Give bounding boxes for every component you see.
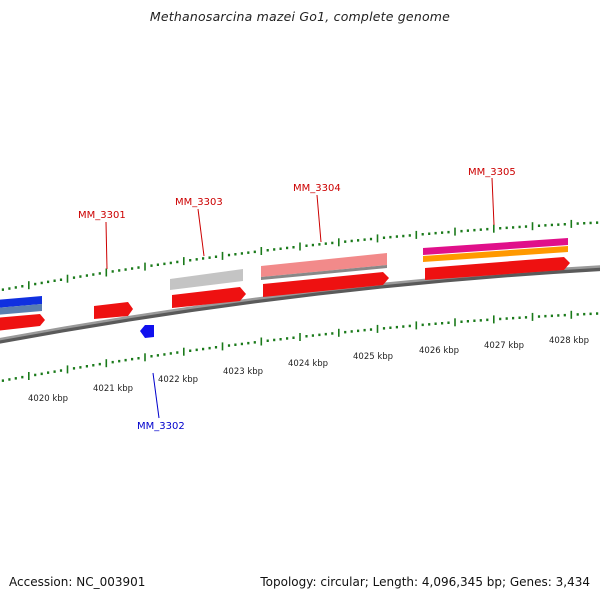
tick-label: 4020 kbp [28, 394, 68, 404]
gene-label-leaders [105, 177, 495, 419]
cds-mm-3305[interactable] [425, 257, 570, 280]
tick-label: 4024 kbp [288, 359, 328, 369]
genome-backbone-shadow [0, 266, 600, 344]
map-title: Methanosarcina mazei Go1, complete genom… [149, 9, 451, 24]
tick-label: 4028 kbp [549, 336, 589, 346]
accession-text: Accession: NC_003901 [9, 575, 146, 589]
feature-slate-bar[interactable] [0, 304, 42, 315]
tick-label: 4022 kbp [158, 375, 198, 385]
gene-label-mm-3302[interactable]: MM_3302 [137, 421, 185, 432]
leader-mm-3303 [197, 208, 205, 257]
tick-label: 4025 kbp [353, 352, 393, 362]
inner-tick-ring [1, 310, 599, 382]
cds-mm-3302[interactable] [140, 325, 154, 338]
feature-track [0, 238, 570, 338]
feature-mm-3304-gray-line[interactable] [261, 265, 387, 280]
feature-mm-3304-pink[interactable] [261, 253, 387, 277]
tick-label: 4026 kbp [419, 346, 459, 356]
gene-label-mm-3301[interactable]: MM_3301 [78, 210, 126, 221]
leader-mm-3305 [491, 177, 495, 226]
leader-mm-3304 [316, 194, 322, 243]
feature-mm-3305-orange[interactable] [423, 246, 568, 262]
feature-mm-3303-gray[interactable] [170, 269, 243, 290]
gene-label-mm-3303[interactable]: MM_3303 [175, 197, 223, 208]
tick-label: 4027 kbp [484, 341, 524, 351]
tick-label: 4023 kbp [223, 367, 263, 377]
leader-mm-3302 [152, 372, 160, 419]
tick-label: 4021 kbp [93, 384, 133, 394]
cds-mm-3303[interactable] [172, 287, 246, 308]
cds-mm-3301[interactable] [94, 302, 133, 319]
gene-label-mm-3304[interactable]: MM_3304 [293, 183, 341, 194]
gene-label-mm-3305[interactable]: MM_3305 [468, 167, 516, 178]
gene-labels: MM_3301 MM_3302 MM_3303 MM_3304 MM_3305 [78, 167, 516, 432]
cds-mm-3304[interactable] [263, 272, 389, 297]
genome-summary-text: Topology: circular; Length: 4,096,345 bp… [260, 575, 590, 589]
feature-mm-3305-magenta[interactable] [423, 238, 568, 255]
genome-backbone [0, 265, 600, 341]
leader-mm-3301 [105, 221, 108, 270]
kbp-labels: 4020 kbp 4021 kbp 4022 kbp 4023 kbp 4024… [28, 336, 589, 404]
outer-tick-ring [1, 219, 599, 291]
feature-blue-bar[interactable] [0, 296, 42, 308]
cds-left-arrow[interactable] [0, 314, 45, 331]
